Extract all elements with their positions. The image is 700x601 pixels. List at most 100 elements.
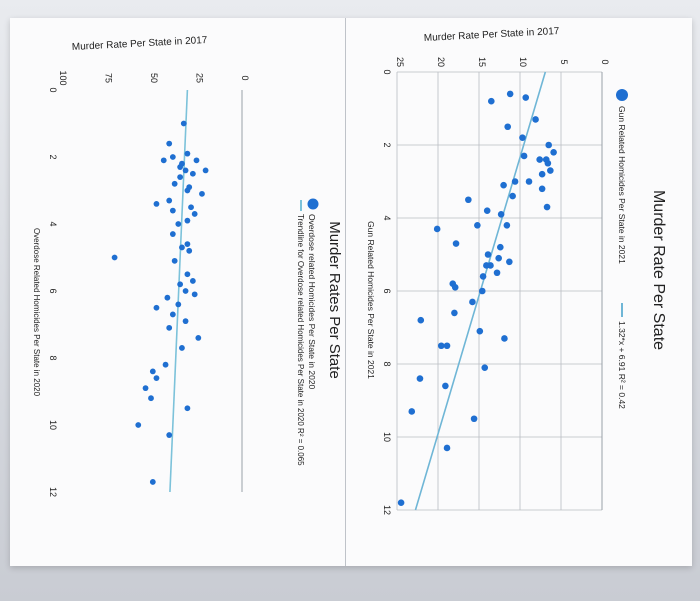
data-point — [148, 395, 154, 402]
data-point — [182, 318, 189, 325]
gun-legend-marker — [616, 89, 628, 101]
data-point — [417, 316, 425, 324]
data-point — [189, 278, 196, 284]
y-tick-label: 0 — [600, 59, 610, 64]
data-point — [166, 140, 173, 147]
y-tick-label: 0 — [240, 75, 250, 80]
data-point — [520, 152, 528, 160]
data-point — [191, 211, 198, 217]
x-tick-label: 4 — [382, 215, 392, 220]
data-point — [469, 298, 476, 306]
data-point — [483, 207, 491, 214]
overdose-x-axis-label: Overdose Related Homicides Per State in … — [32, 228, 41, 397]
data-point — [177, 164, 184, 170]
data-point — [184, 241, 191, 248]
data-point — [503, 222, 511, 229]
gun-chart-title: Murder Rate Per State — [650, 190, 667, 350]
x-tick-label: 8 — [48, 355, 58, 360]
data-point — [177, 174, 184, 181]
overdose-points — [111, 89, 209, 493]
data-point — [166, 324, 173, 331]
data-point — [182, 288, 189, 294]
data-point — [179, 244, 185, 251]
data-point — [481, 364, 489, 371]
data-point — [169, 154, 176, 160]
overdose-chart: Murder Rate Per State in 2017 Murder Rat… — [32, 35, 343, 497]
data-point — [474, 222, 481, 229]
data-point — [493, 269, 501, 277]
x-tick-label: 2 — [48, 154, 58, 159]
gun-x-axis-label: Gun Related Homicides Per State in 2021 — [366, 221, 376, 379]
data-point — [164, 294, 171, 301]
data-point — [408, 408, 416, 415]
data-point — [142, 385, 149, 392]
x-tick-label: 4 — [48, 221, 58, 226]
data-point — [169, 207, 176, 214]
data-point — [452, 240, 460, 247]
data-point — [184, 217, 191, 224]
data-point — [169, 311, 176, 318]
data-point — [437, 342, 445, 350]
data-point — [149, 368, 156, 375]
y-tick-label: 20 — [436, 57, 446, 67]
data-point — [476, 327, 484, 335]
data-point — [536, 156, 543, 163]
data-point — [545, 141, 552, 149]
data-point — [504, 123, 512, 131]
data-point — [487, 262, 494, 269]
x-tick-label: 8 — [382, 361, 392, 366]
paper-sheet — [10, 18, 692, 566]
data-point — [443, 444, 451, 452]
data-point — [416, 375, 424, 382]
gun-legend-series: Gun Related Homicides Per State in 2021 — [617, 106, 627, 264]
data-point — [465, 196, 472, 204]
data-point — [193, 157, 200, 164]
data-point — [506, 258, 513, 266]
data-point — [497, 211, 505, 218]
data-point — [184, 187, 191, 194]
data-point — [550, 149, 557, 156]
gun-chart: Murder Rate Per State in 2017 Murder Rat… — [366, 26, 667, 515]
data-point — [199, 190, 205, 197]
overdose-legend-marker — [307, 198, 319, 210]
data-point — [202, 167, 209, 174]
data-point — [484, 251, 492, 258]
data-point — [179, 345, 185, 351]
y-tick-label: 25 — [395, 57, 405, 67]
x-tick-label: 2 — [382, 142, 392, 147]
gun-points — [397, 71, 557, 511]
overdose-chart-subtitle: Murder Rate Per State in 2017 — [72, 35, 208, 53]
data-point — [397, 499, 405, 507]
gun-grid — [396, 71, 603, 511]
data-point — [153, 375, 160, 381]
data-point — [188, 204, 194, 211]
data-point — [509, 192, 516, 200]
data-point — [506, 90, 514, 98]
data-point — [182, 167, 189, 174]
y-tick-label: 100 — [58, 70, 68, 85]
data-point — [189, 170, 196, 177]
data-point — [495, 254, 502, 262]
gun-chart-subtitle: Murder Rate Per State in 2017 — [424, 26, 560, 44]
data-point — [470, 415, 478, 423]
data-point — [443, 342, 451, 350]
y-tick-label: 15 — [477, 57, 487, 67]
data-point — [501, 335, 508, 342]
data-point — [519, 134, 526, 141]
y-tick-label: 10 — [518, 57, 528, 67]
overdose-legend-trend: Trendline for Overdose related Homicides… — [296, 214, 305, 466]
data-point — [479, 273, 487, 280]
overdose-legend-series: Overdose related Homicides Per State in … — [307, 214, 317, 390]
data-point — [544, 159, 552, 167]
data-point — [451, 309, 458, 317]
data-point — [497, 243, 504, 251]
data-point — [171, 180, 178, 187]
data-point — [111, 254, 118, 261]
y-tick-label: 50 — [149, 73, 159, 83]
data-point — [538, 170, 546, 178]
data-point — [169, 231, 176, 237]
data-point — [525, 178, 533, 185]
data-point — [543, 203, 551, 211]
